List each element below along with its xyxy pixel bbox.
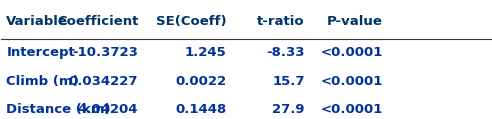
Text: 0.034227: 0.034227 <box>69 75 138 88</box>
Text: <0.0001: <0.0001 <box>321 104 383 117</box>
Text: <0.0001: <0.0001 <box>321 75 383 88</box>
Text: P-value: P-value <box>327 15 383 28</box>
Text: Climb (m): Climb (m) <box>6 75 79 88</box>
Text: <0.0001: <0.0001 <box>321 46 383 59</box>
Text: Variable: Variable <box>6 15 68 28</box>
Text: 0.1448: 0.1448 <box>175 104 226 117</box>
Text: 27.9: 27.9 <box>272 104 305 117</box>
Text: SE(Coeff): SE(Coeff) <box>156 15 226 28</box>
Text: -8.33: -8.33 <box>266 46 305 59</box>
Text: Intercept: Intercept <box>6 46 75 59</box>
Text: t-ratio: t-ratio <box>257 15 305 28</box>
Text: 15.7: 15.7 <box>272 75 305 88</box>
Text: 4.04204: 4.04204 <box>78 104 138 117</box>
Text: Coefficient: Coefficient <box>57 15 138 28</box>
Text: 1.245: 1.245 <box>184 46 226 59</box>
Text: 0.0022: 0.0022 <box>175 75 226 88</box>
Text: -10.3723: -10.3723 <box>72 46 138 59</box>
Text: Distance (km): Distance (km) <box>6 104 111 117</box>
